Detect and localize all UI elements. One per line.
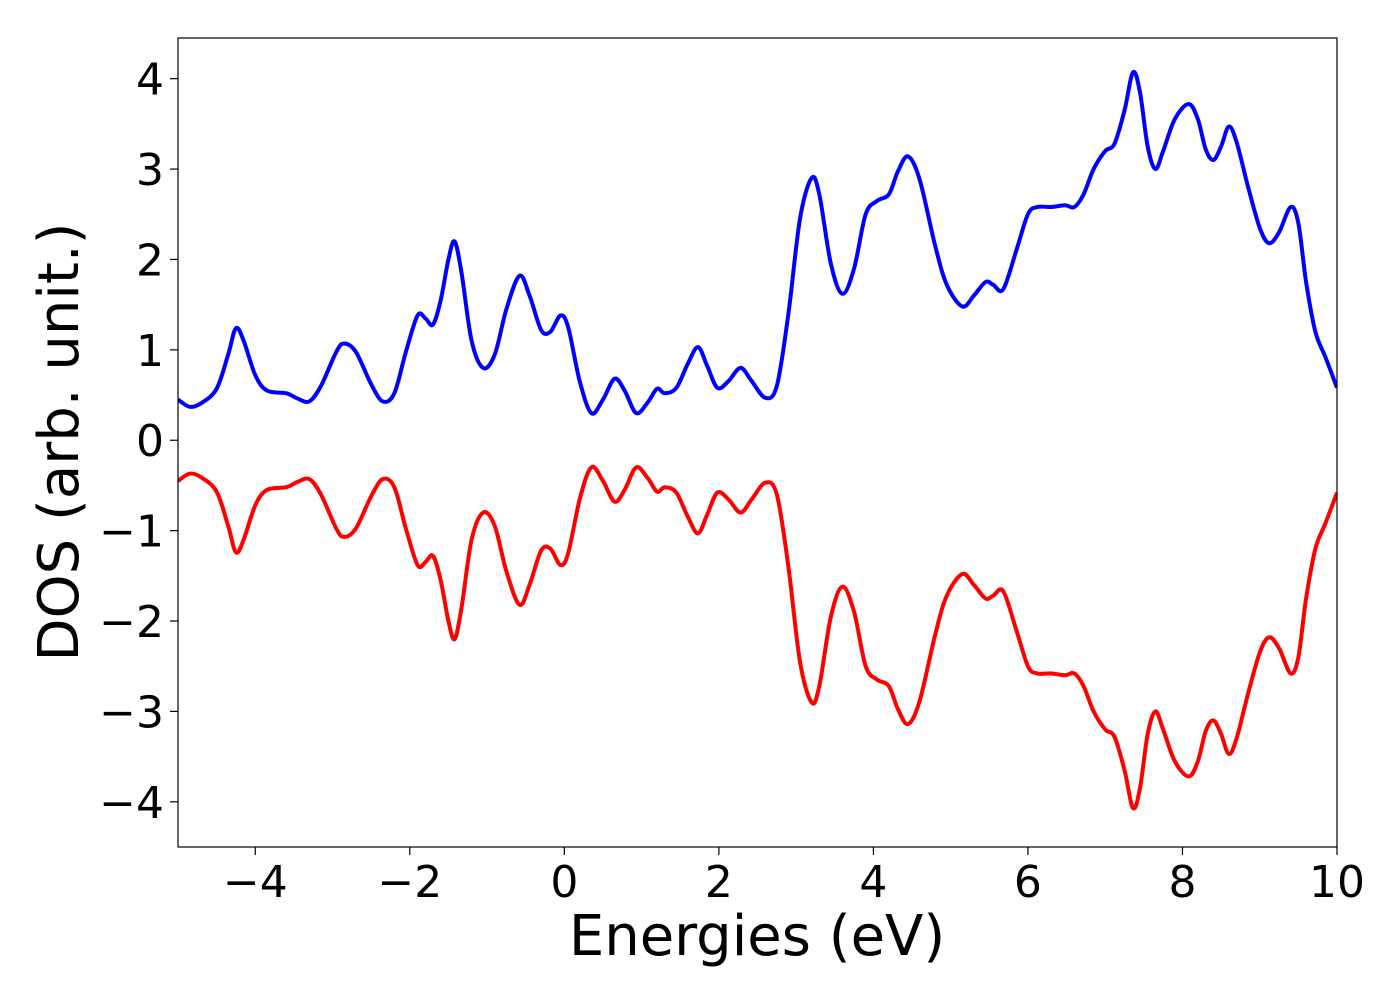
y-tick-label: −3 <box>99 687 164 738</box>
y-tick-label: −1 <box>99 507 164 558</box>
x-tick-label: 2 <box>705 857 733 908</box>
x-tick-label: 8 <box>1168 857 1196 908</box>
y-tick-label: 1 <box>136 326 164 377</box>
y-tick-label: 3 <box>136 145 164 196</box>
x-axis-label: Energies (eV) <box>569 904 945 969</box>
y-tick-label: −2 <box>99 597 164 648</box>
x-tick-label: 0 <box>550 857 578 908</box>
x-tick-label: −4 <box>223 857 288 908</box>
y-axis-ticks: −4 −3 −2 −1 0 1 2 3 4 <box>99 55 178 829</box>
series-line-2 <box>178 464 1337 811</box>
y-tick-label: 4 <box>136 55 164 106</box>
x-tick-label: 4 <box>859 857 887 908</box>
y-tick-label: 0 <box>136 416 164 467</box>
x-tick-label: 10 <box>1309 857 1365 908</box>
x-axis-ticks: −4 −2 0 2 4 6 8 10 <box>223 847 1365 908</box>
series-line-1 <box>178 69 1337 416</box>
y-tick-label: −4 <box>99 778 164 829</box>
y-tick-label: 2 <box>136 235 164 286</box>
x-tick-label: −2 <box>377 857 442 908</box>
series-layer <box>178 69 1337 811</box>
x-tick-label: 6 <box>1014 857 1042 908</box>
plot-frame <box>177 37 1338 848</box>
y-axis-label: DOS (arb. unit.) <box>27 222 92 661</box>
